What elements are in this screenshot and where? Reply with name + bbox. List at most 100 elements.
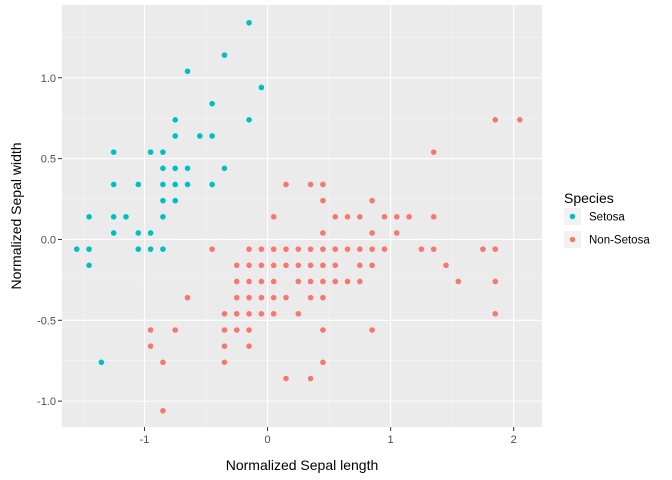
point-non-setosa (492, 311, 499, 317)
point-non-setosa (492, 246, 499, 252)
point-non-setosa (320, 359, 326, 366)
point-setosa (221, 165, 228, 172)
point-non-setosa (209, 246, 215, 252)
point-non-setosa (246, 278, 252, 285)
point-non-setosa (320, 294, 326, 301)
point-non-setosa (270, 262, 277, 269)
point-non-setosa (270, 311, 277, 317)
point-non-setosa (295, 278, 302, 285)
point-setosa (110, 149, 117, 155)
y-axis-title: Normalized Sepal width (8, 142, 24, 289)
point-setosa (184, 181, 191, 188)
point-non-setosa (221, 359, 228, 366)
point-non-setosa (344, 278, 351, 285)
point-non-setosa (246, 246, 252, 252)
point-non-setosa (332, 246, 339, 252)
point-setosa (110, 181, 117, 188)
point-setosa (73, 246, 80, 252)
point-setosa (135, 246, 142, 252)
point-non-setosa (320, 327, 326, 333)
point-setosa (86, 246, 92, 252)
point-non-setosa (480, 246, 486, 252)
point-non-setosa (492, 116, 499, 123)
point-setosa (160, 149, 166, 155)
point-non-setosa (246, 294, 252, 301)
point-non-setosa (172, 327, 179, 333)
point-setosa (86, 214, 92, 220)
point-non-setosa (357, 278, 363, 285)
point-setosa (160, 181, 166, 188)
plot-panel (62, 5, 542, 427)
point-setosa (160, 197, 166, 204)
point-non-setosa (320, 246, 326, 252)
y-axis-ticks: -1.0 -0.5 0.0 0.5 1.0 (37, 73, 62, 408)
point-non-setosa (320, 197, 326, 204)
point-non-setosa (258, 311, 265, 317)
point-non-setosa (307, 262, 314, 269)
point-non-setosa (295, 262, 302, 269)
point-setosa (147, 230, 154, 236)
point-non-setosa (160, 359, 166, 366)
point-setosa (172, 116, 179, 123)
y-tick-label: -1.0 (37, 396, 56, 408)
point-setosa (160, 165, 166, 172)
point-non-setosa (221, 327, 228, 333)
point-non-setosa (369, 246, 375, 252)
point-setosa (172, 181, 179, 188)
point-non-setosa (332, 214, 339, 220)
point-non-setosa (147, 343, 154, 349)
point-non-setosa (369, 327, 375, 333)
point-non-setosa (357, 246, 363, 252)
point-non-setosa (160, 408, 166, 414)
point-setosa (147, 149, 154, 155)
point-setosa (147, 246, 154, 252)
point-non-setosa (295, 246, 302, 252)
point-non-setosa (270, 214, 277, 220)
point-non-setosa (233, 327, 240, 333)
legend-marker-non-setosa (569, 236, 576, 243)
x-tick-label: 1 (388, 434, 394, 446)
legend: Species Setosa Non-Setosa (564, 190, 650, 248)
point-non-setosa (357, 262, 363, 269)
point-non-setosa (283, 181, 289, 188)
point-non-setosa (283, 294, 289, 301)
point-non-setosa (233, 294, 240, 301)
x-axis-ticks: -1 0 1 2 (140, 427, 517, 446)
point-setosa (135, 230, 142, 236)
point-non-setosa (320, 278, 326, 285)
grid-minor (62, 5, 542, 427)
point-setosa (258, 84, 265, 91)
point-non-setosa (430, 214, 437, 220)
point-non-setosa (344, 246, 351, 252)
point-non-setosa (233, 278, 240, 285)
point-non-setosa (430, 149, 437, 155)
point-non-setosa (492, 278, 499, 285)
point-non-setosa (320, 181, 326, 188)
point-setosa (98, 359, 105, 366)
point-non-setosa (221, 343, 228, 349)
point-setosa (123, 214, 129, 220)
point-non-setosa (455, 278, 462, 285)
point-non-setosa (369, 197, 375, 204)
legend-label-non-setosa: Non-Setosa (589, 235, 650, 247)
point-non-setosa (381, 214, 388, 220)
point-non-setosa (369, 262, 375, 269)
point-non-setosa (258, 278, 265, 285)
x-tick-label: -1 (140, 434, 150, 446)
point-non-setosa (307, 278, 314, 285)
point-non-setosa (332, 278, 339, 285)
point-setosa (135, 181, 142, 188)
point-setosa (197, 133, 203, 139)
point-non-setosa (307, 246, 314, 252)
y-tick-label: 0.0 (41, 234, 56, 246)
point-non-setosa (258, 262, 265, 269)
point-non-setosa (246, 262, 252, 269)
y-tick-label: -0.5 (37, 315, 56, 327)
point-non-setosa (147, 327, 154, 333)
point-setosa (209, 100, 215, 107)
grid-major (62, 5, 542, 427)
y-tick-label: 1.0 (41, 73, 56, 85)
point-non-setosa (233, 262, 240, 269)
legend-title: Species (564, 190, 614, 206)
